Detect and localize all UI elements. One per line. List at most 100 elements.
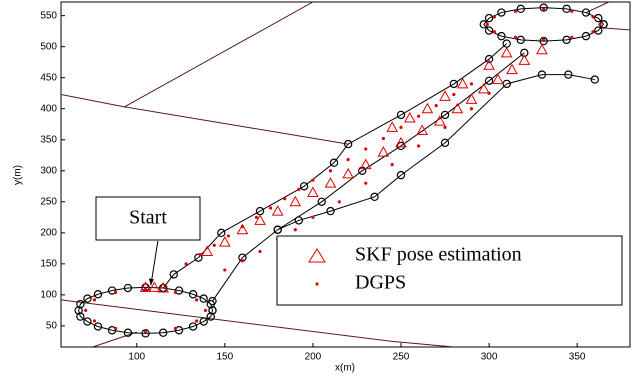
point	[195, 298, 199, 302]
point	[174, 326, 184, 335]
point	[364, 181, 368, 185]
annotation-box	[95, 196, 201, 241]
x-tick-label: 250	[393, 352, 410, 363]
point	[223, 268, 227, 272]
point	[324, 177, 337, 188]
point	[537, 70, 547, 79]
point	[203, 308, 208, 312]
point	[469, 82, 474, 86]
point	[591, 15, 595, 19]
point	[590, 75, 599, 84]
point	[562, 4, 571, 14]
point	[539, 3, 548, 12]
point	[74, 306, 83, 315]
point	[518, 54, 531, 65]
point	[123, 283, 133, 293]
point	[396, 170, 406, 180]
x-tick-label: 150	[216, 352, 233, 363]
point	[396, 110, 406, 120]
point	[477, 82, 490, 94]
point	[452, 92, 456, 97]
point	[469, 107, 474, 111]
point	[173, 326, 178, 330]
series-line	[61, 2, 630, 347]
point	[395, 136, 407, 148]
point	[174, 286, 184, 295]
legend-label: SKF pose estimation	[355, 244, 522, 266]
series-line	[78, 7, 604, 334]
point	[328, 169, 333, 173]
point	[293, 228, 297, 232]
point	[83, 294, 92, 303]
point	[364, 147, 368, 151]
point	[258, 249, 262, 254]
point	[433, 115, 446, 126]
point	[107, 286, 117, 295]
point	[326, 206, 335, 216]
point	[297, 187, 301, 191]
y-tick-label: 100	[40, 290, 57, 301]
point	[236, 223, 249, 235]
point	[416, 124, 428, 135]
point	[107, 326, 117, 335]
point	[169, 270, 178, 279]
point	[114, 290, 118, 294]
legend-label: DGPS	[355, 272, 406, 294]
point	[542, 37, 546, 41]
y-axis-label: y(m)	[13, 165, 24, 185]
y-tick-label: 500	[40, 41, 57, 52]
point	[92, 319, 97, 323]
point	[289, 195, 302, 207]
point	[516, 4, 525, 14]
point	[199, 294, 208, 303]
y-tick-label: 450	[40, 72, 57, 83]
point	[76, 312, 85, 321]
point	[311, 215, 315, 219]
point	[218, 236, 231, 247]
point	[598, 22, 602, 26]
point	[141, 329, 150, 338]
x-tick-label: 350	[569, 352, 586, 363]
annotation-text: Start	[129, 207, 167, 229]
point	[123, 328, 133, 337]
point	[516, 35, 525, 45]
point	[456, 77, 469, 89]
point	[440, 110, 450, 120]
point	[465, 93, 478, 104]
point	[497, 31, 506, 41]
point	[195, 319, 199, 323]
point	[226, 234, 230, 238]
point	[307, 186, 319, 197]
point	[417, 144, 421, 148]
point	[570, 9, 574, 13]
point	[399, 125, 403, 129]
point	[492, 73, 504, 85]
point	[386, 121, 399, 132]
point	[500, 46, 513, 58]
point	[76, 299, 85, 309]
point	[439, 90, 451, 101]
point	[594, 13, 603, 23]
point	[440, 138, 450, 148]
point	[484, 13, 494, 23]
x-tick-label: 300	[481, 352, 498, 363]
point	[283, 197, 287, 201]
point	[343, 139, 353, 149]
point	[570, 35, 574, 39]
point	[520, 48, 529, 58]
annotation-arrowhead	[148, 278, 154, 286]
point	[513, 9, 518, 13]
y-tick-label: 400	[40, 103, 57, 114]
point	[208, 296, 217, 306]
point	[139, 281, 152, 292]
point	[346, 158, 350, 162]
point	[299, 182, 309, 191]
point	[206, 312, 215, 321]
point	[539, 36, 548, 46]
point	[143, 287, 148, 291]
point	[381, 136, 385, 141]
point	[271, 205, 284, 216]
point	[564, 70, 573, 79]
point	[484, 54, 494, 64]
y-tick-label: 300	[40, 165, 57, 176]
